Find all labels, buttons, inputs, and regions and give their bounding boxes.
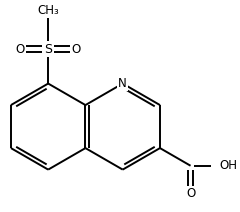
Text: OH: OH — [219, 159, 237, 172]
Text: O: O — [16, 43, 25, 56]
Text: S: S — [44, 43, 52, 56]
Text: CH₃: CH₃ — [37, 4, 59, 17]
Text: O: O — [72, 43, 81, 56]
Text: N: N — [118, 77, 127, 90]
Text: O: O — [186, 187, 195, 200]
